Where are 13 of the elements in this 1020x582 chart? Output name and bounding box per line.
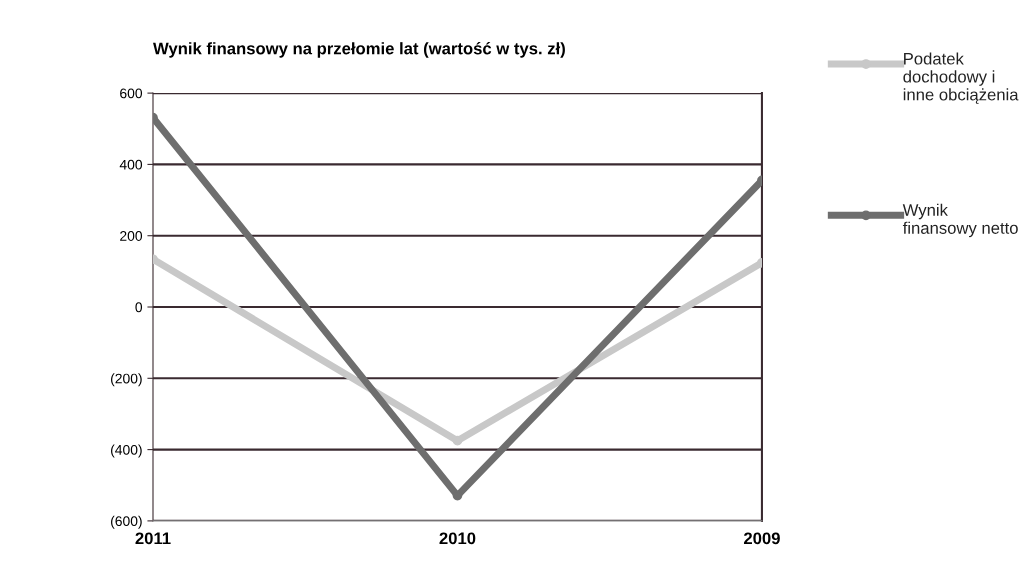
x-tick-label: 2010 [439, 532, 476, 545]
y-tick-label: (400) [111, 444, 142, 458]
y-tick-label: 200 [120, 231, 143, 241]
legend-label: Wynik finansowy netto [902, 203, 1018, 238]
legend-label: Podatek dochodowy i inne obciążenia [903, 52, 1019, 104]
y-tick-label: (600) [111, 515, 142, 529]
x-tick-label: 2011 [135, 532, 171, 545]
y-tick-label: 600 [120, 88, 143, 99]
y-tick-label: (200) [111, 373, 142, 387]
y-tick-label: 400 [119, 159, 143, 170]
x-tick-label: 2009 [743, 532, 780, 545]
y-tick-label: 0 [135, 302, 143, 313]
chart-title: Wynik finansowy na przełomie lat (wartość w tys. zł) [153, 42, 565, 58]
